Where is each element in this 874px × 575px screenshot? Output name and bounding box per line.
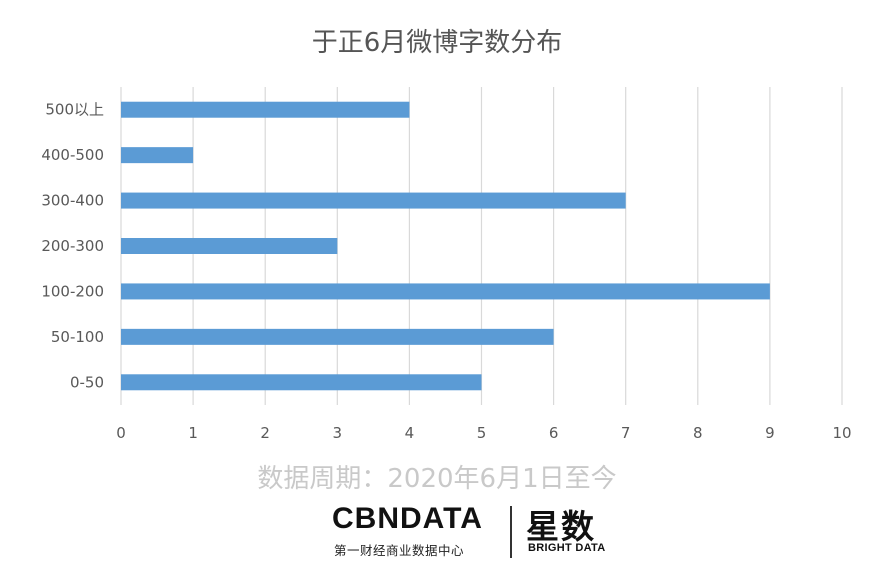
x-tick-label: 2 [260, 424, 270, 442]
category-label: 400-500 [41, 146, 104, 164]
x-tick-label: 1 [188, 424, 198, 442]
bar [121, 238, 338, 254]
logo-divider [510, 506, 512, 558]
cbndata-logo: CBNDATA [332, 502, 483, 535]
x-tick-label: 0 [116, 424, 126, 442]
category-label: 100-200 [41, 282, 104, 300]
x-tick-label: 9 [765, 424, 775, 442]
bars [121, 101, 770, 391]
chart-title: 于正6月微博字数分布 [311, 28, 563, 58]
category-label: 50-100 [51, 328, 104, 346]
x-tick-labels: 0 1 2 3 4 5 6 7 8 9 10 [116, 424, 851, 442]
x-tick-label: 8 [693, 424, 703, 442]
bar [121, 283, 770, 300]
brand-logos: CBNDATA 第一财经商业数据中心 星数 BRIGHT DATA [330, 502, 630, 562]
category-label: 500以上 [45, 101, 104, 119]
bar [121, 147, 194, 164]
x-tick-label: 6 [549, 424, 559, 442]
bar [121, 101, 410, 118]
category-label: 0-50 [70, 373, 104, 391]
category-labels: 500以上 400-500 300-400 200-300 100-200 50-100 0… [41, 101, 104, 392]
bar [121, 374, 482, 391]
x-tick-label: 4 [405, 424, 415, 442]
bar-chart: 500以上 400-500 300-400 200-300 100-200 50-100 0… [41, 87, 852, 442]
category-label: 200-300 [41, 237, 104, 255]
x-tick-label: 7 [621, 424, 631, 442]
bar [121, 328, 554, 345]
x-tick-label: 10 [832, 424, 851, 442]
category-label: 300-400 [41, 192, 104, 210]
data-period-note: 数据周期：2020年6月1日至今 [257, 464, 617, 494]
bar [121, 192, 626, 209]
x-tick-label: 3 [333, 424, 343, 442]
bright-data-label: BRIGHT DATA [528, 542, 606, 554]
x-tick-label: 5 [477, 424, 487, 442]
star-data-logo: 星数 [526, 507, 596, 546]
cbndata-subtitle: 第一财经商业数据中心 [334, 543, 465, 558]
